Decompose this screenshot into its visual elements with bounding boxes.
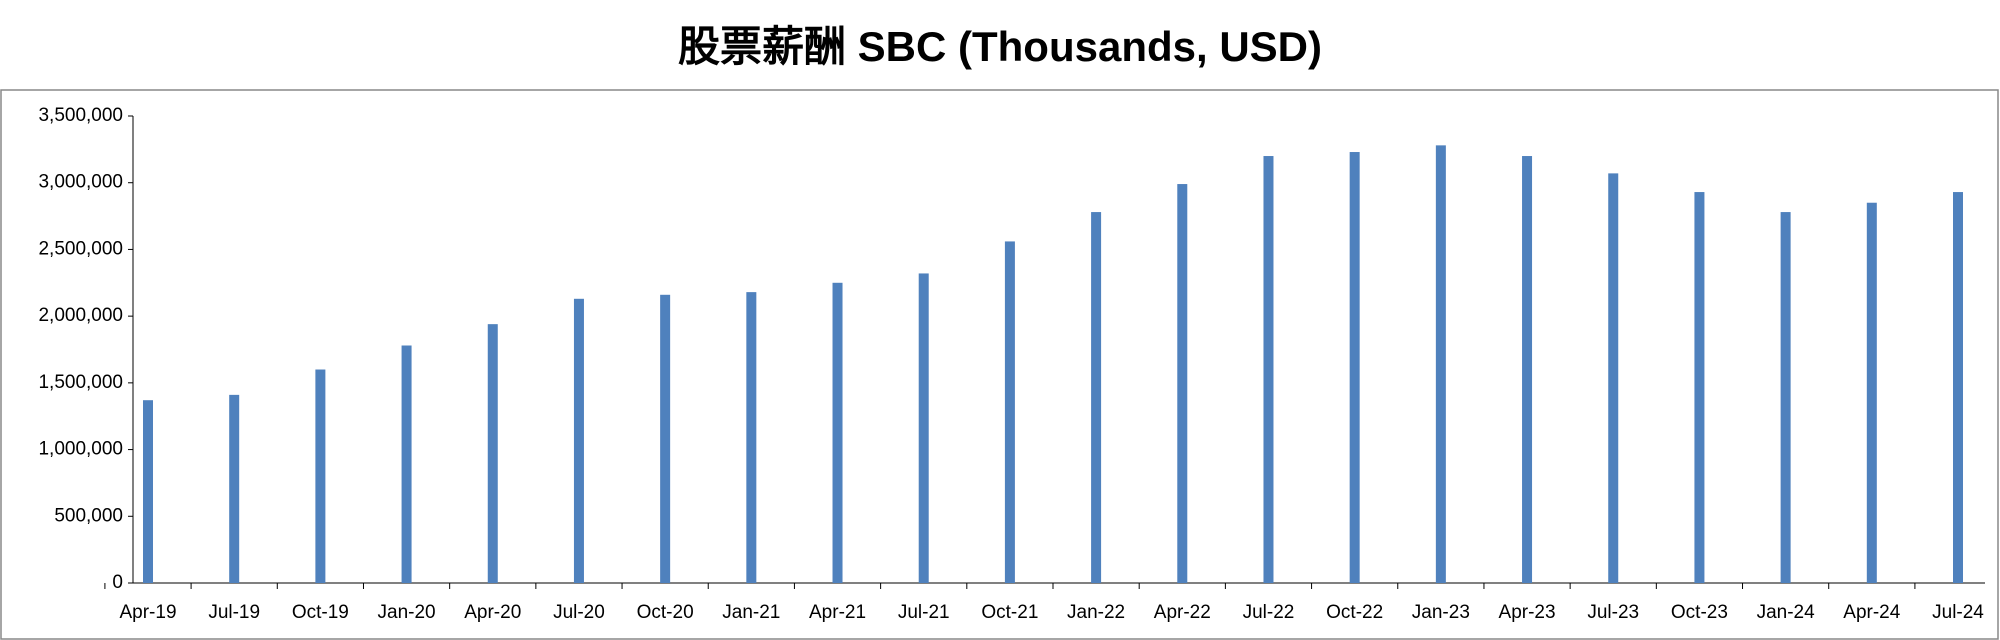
bar bbox=[1177, 184, 1188, 583]
x-tick-label: Apr-24 bbox=[1843, 602, 1900, 623]
y-tick-label: 2,500,000 bbox=[38, 238, 123, 259]
bar bbox=[746, 292, 757, 583]
x-tick-label: Apr-23 bbox=[1499, 602, 1556, 623]
x-tick-label: Apr-20 bbox=[464, 602, 521, 623]
y-tick-label: 2,000,000 bbox=[38, 305, 123, 326]
x-tick-label: Apr-19 bbox=[119, 602, 176, 623]
bar bbox=[1349, 152, 1360, 584]
x-tick-label: Jan-20 bbox=[378, 602, 436, 623]
y-tick-label: 3,000,000 bbox=[38, 172, 123, 193]
bar bbox=[315, 369, 326, 583]
y-tick-label: 3,500,000 bbox=[38, 105, 123, 126]
y-tick-label: 500,000 bbox=[54, 505, 123, 526]
x-tick-label: Jan-22 bbox=[1067, 602, 1125, 623]
bar bbox=[1435, 145, 1446, 583]
x-tick-label: Apr-21 bbox=[809, 602, 866, 623]
x-tick-label: Jul-20 bbox=[553, 602, 605, 623]
bar bbox=[1866, 202, 1877, 583]
x-tick-label: Apr-22 bbox=[1154, 602, 1211, 623]
chart-frame bbox=[0, 89, 1999, 640]
x-tick-label: Jan-21 bbox=[722, 602, 780, 623]
x-tick-label: Oct-19 bbox=[292, 602, 349, 623]
bar bbox=[1263, 156, 1274, 583]
bar bbox=[1004, 241, 1015, 583]
bar bbox=[918, 273, 929, 583]
x-tick-label: Jul-21 bbox=[898, 602, 950, 623]
bar bbox=[401, 345, 412, 583]
x-tick-label: Jul-24 bbox=[1932, 602, 1984, 623]
x-tick-label: Oct-22 bbox=[1326, 602, 1383, 623]
x-tick-label: Oct-21 bbox=[981, 602, 1038, 623]
x-tick-label: Jul-23 bbox=[1587, 602, 1639, 623]
x-tick-label: Jan-23 bbox=[1412, 602, 1470, 623]
bar bbox=[1780, 212, 1791, 583]
y-tick-label: 1,000,000 bbox=[38, 439, 123, 460]
x-tick-label: Oct-23 bbox=[1671, 602, 1728, 623]
bar bbox=[143, 400, 153, 583]
y-tick-label: 1,500,000 bbox=[38, 372, 123, 393]
bar bbox=[1522, 156, 1533, 583]
bar bbox=[1953, 192, 1963, 583]
chart-title: 股票薪酬 SBC (Thousands, USD) bbox=[678, 23, 1322, 70]
x-tick-label: Jan-24 bbox=[1757, 602, 1816, 623]
bar bbox=[832, 282, 843, 583]
bar bbox=[573, 298, 584, 583]
bar bbox=[1694, 192, 1705, 583]
bar bbox=[487, 324, 498, 583]
bar bbox=[229, 394, 240, 583]
x-tick-label: Jul-19 bbox=[208, 602, 260, 623]
bar bbox=[1608, 173, 1619, 584]
x-tick-label: Jul-22 bbox=[1243, 602, 1295, 623]
bar bbox=[660, 294, 671, 583]
x-tick-label: Oct-20 bbox=[637, 602, 694, 623]
bar bbox=[1091, 212, 1102, 583]
y-tick-label: 0 bbox=[112, 572, 123, 593]
